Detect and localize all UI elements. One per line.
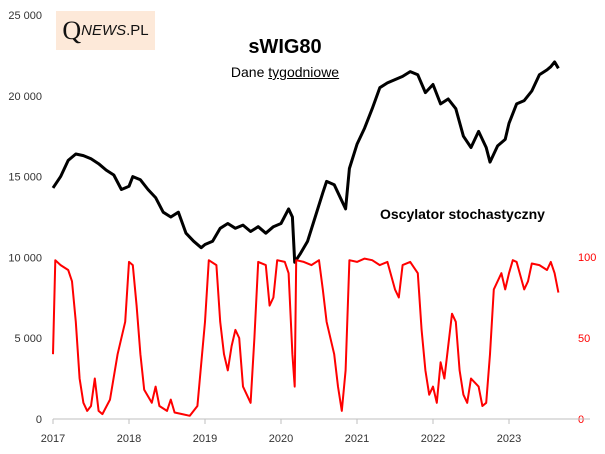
x-tick-label: 2018 bbox=[117, 433, 141, 445]
logo-pl: .PL bbox=[126, 22, 149, 39]
left-tick-label: 10 000 bbox=[8, 252, 42, 264]
qnews-logo: Q NEWS .PL bbox=[56, 11, 155, 50]
chart-title: sWIG80 bbox=[248, 36, 322, 58]
oscillator-label: Oscylator stochastyczny bbox=[380, 206, 545, 222]
logo-news: NEWS bbox=[81, 22, 127, 39]
x-tick-label: 2019 bbox=[193, 433, 217, 445]
left-tick-label: 15 000 bbox=[8, 172, 42, 184]
x-tick-label: 2020 bbox=[269, 433, 293, 445]
right-tick-label: 100 bbox=[578, 252, 596, 264]
left-tick-label: 5 000 bbox=[14, 333, 42, 345]
subtitle-plain: Dane bbox=[230, 64, 269, 80]
subtitle-underlined: tygodniowe bbox=[268, 64, 340, 80]
swig80-line bbox=[51, 60, 560, 264]
x-tick-label: 2023 bbox=[497, 433, 521, 445]
chart-subtitle: Dane tygodniowe bbox=[185, 64, 385, 80]
logo-q: Q bbox=[62, 15, 82, 45]
left-tick-label: 0 bbox=[36, 414, 42, 426]
left-tick-label: 25 000 bbox=[8, 10, 42, 22]
x-tick-label: 2017 bbox=[41, 433, 65, 445]
stochastic-line bbox=[52, 257, 560, 417]
right-tick-label: 0 bbox=[578, 414, 584, 426]
x-tick-label: 2021 bbox=[345, 433, 369, 445]
x-tick-label: 2022 bbox=[421, 433, 445, 445]
right-tick-label: 50 bbox=[578, 333, 590, 345]
left-tick-label: 20 000 bbox=[8, 91, 42, 103]
